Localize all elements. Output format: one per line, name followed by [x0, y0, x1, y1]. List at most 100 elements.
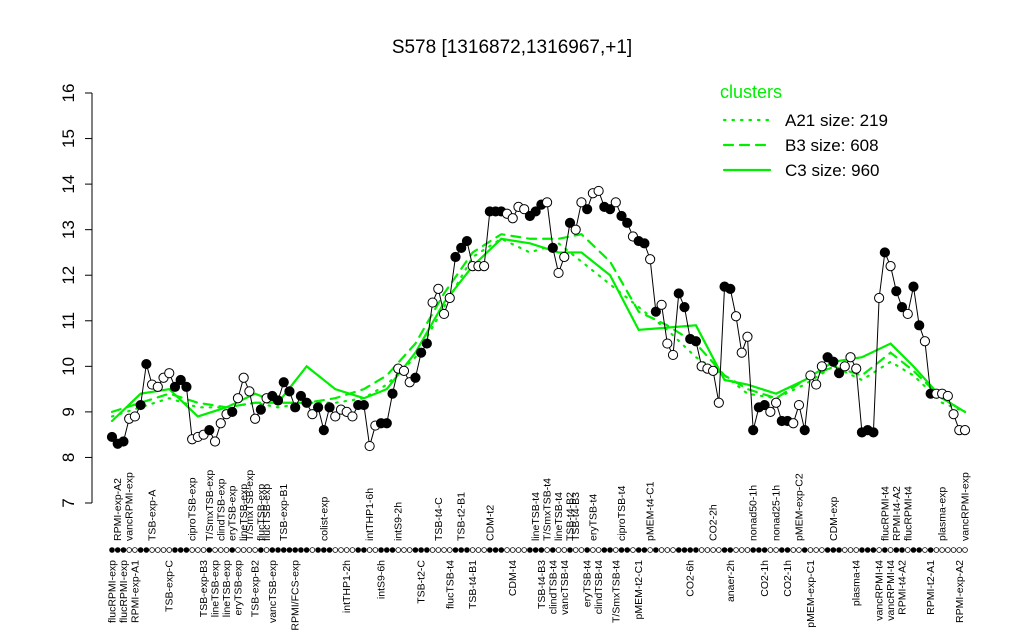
sample-dot [498, 547, 505, 553]
sample-dot [229, 547, 236, 553]
y-tick-label: 16 [59, 84, 78, 103]
legend-label: A21 size: 219 [785, 111, 888, 130]
x-tick-label-top: flucTSB-exp [261, 484, 273, 541]
sample-point [330, 411, 341, 422]
y-tick-label: 12 [59, 266, 78, 285]
x-tick-label: vancTSB-exp [267, 560, 279, 623]
sample-dot [263, 547, 270, 553]
x-tick-label-top: plasma-exp [937, 487, 949, 541]
sample-dot [343, 547, 350, 553]
sample-point [656, 299, 667, 310]
sample-dot [836, 547, 842, 553]
sample-dot [813, 547, 819, 553]
sample-dot [853, 547, 860, 553]
sample-dot [916, 547, 923, 553]
sample-dot [675, 547, 682, 553]
sample-point [616, 210, 627, 222]
sample-dot [864, 547, 871, 553]
sample-point [438, 308, 450, 320]
x-tick-label: RPMI-exp-A1 [129, 560, 141, 623]
sample-dot [595, 547, 602, 553]
sample-dot [120, 547, 127, 553]
sample-point [833, 368, 845, 379]
x-tick-label: CDM-t4 [507, 560, 519, 596]
sample-point [816, 361, 827, 372]
x-tick-label-top: ciproTSB-exp [187, 477, 199, 541]
x-tick-label-top: CDM-exp [828, 497, 840, 541]
sample-dot [819, 547, 825, 553]
sample-dot [114, 547, 121, 553]
sample-dot [160, 547, 167, 553]
sample-point [181, 381, 192, 392]
x-tick-label-top: intTHP1-6h [364, 488, 376, 541]
sample-point [828, 356, 839, 367]
sample-point [570, 224, 581, 235]
sample-dot [303, 547, 310, 553]
sample-point [759, 399, 770, 411]
sample-dot [704, 547, 711, 553]
sample-point [610, 197, 621, 208]
legend-label: C3 size: 960 [785, 161, 880, 180]
sample-point [324, 402, 335, 413]
sample-point [582, 204, 593, 215]
y-tick-label: 15 [59, 129, 78, 148]
sample-dot [750, 547, 756, 553]
x-tick-label: intS9-6h [376, 560, 388, 599]
x-tick-label-top: flucRPMI-t4 [879, 486, 891, 541]
sample-point [576, 197, 587, 208]
x-tick-label-top: lineTSB-t4 [530, 492, 542, 541]
sample-point [868, 427, 879, 438]
x-tick-label-top: TSB-exp-B1 [278, 484, 290, 541]
sample-dot [200, 547, 207, 553]
sample-dot [899, 547, 905, 553]
sample-dot [275, 547, 281, 553]
x-tick-label: intTHP1-2h [341, 560, 353, 613]
sample-point [118, 436, 129, 447]
sample-dot [710, 547, 716, 553]
x-tick-label: RPMI-exp-A2 [954, 560, 966, 623]
sample-dot [721, 547, 728, 553]
sample-point [519, 204, 530, 215]
sample-dot [252, 547, 258, 553]
sample-dot [784, 547, 791, 553]
sample-dot [584, 547, 590, 553]
sample-dot [429, 547, 436, 553]
sample-dot [779, 547, 785, 553]
sample-dot [887, 547, 894, 553]
sample-point [788, 418, 799, 429]
sample-point [450, 251, 461, 263]
sample-dot [309, 547, 316, 553]
sample-point [742, 331, 753, 342]
x-tick-label-top: TSB-t4-B3 [570, 492, 582, 541]
sample-dot [601, 547, 608, 553]
sample-dot [189, 547, 195, 553]
sample-dot [240, 547, 247, 553]
sample-point [129, 411, 140, 422]
sample-dot [217, 547, 224, 553]
sample-dot [143, 547, 150, 553]
sample-point [679, 302, 690, 313]
sample-dot [372, 547, 379, 553]
x-tick-label-top: vancRPMI-exp [124, 472, 136, 541]
x-tick-label: RPMI-t4-A2 [897, 560, 909, 615]
sample-point [215, 418, 226, 429]
sample-dot [647, 547, 653, 553]
sample-dot [893, 547, 900, 553]
sample-point [908, 281, 919, 292]
sample-point [398, 365, 410, 376]
y-tick-label: 13 [59, 220, 78, 239]
sample-dot [624, 547, 631, 553]
sample-dot [767, 547, 774, 553]
sample-point [851, 363, 862, 374]
sample-dot [882, 547, 888, 553]
sample-point [318, 425, 329, 436]
sample-point [748, 425, 759, 436]
sample-point [364, 440, 375, 452]
x-tick-label: lineTSB-exp [221, 560, 233, 617]
sample-dot [950, 547, 957, 553]
x-tick-label-top: flucRPMI-t4 [902, 486, 914, 541]
sample-point [639, 238, 650, 249]
x-tick-label-top: TSB-exp-A [147, 490, 159, 541]
sample-dot [492, 547, 499, 553]
sample-point [255, 404, 266, 415]
